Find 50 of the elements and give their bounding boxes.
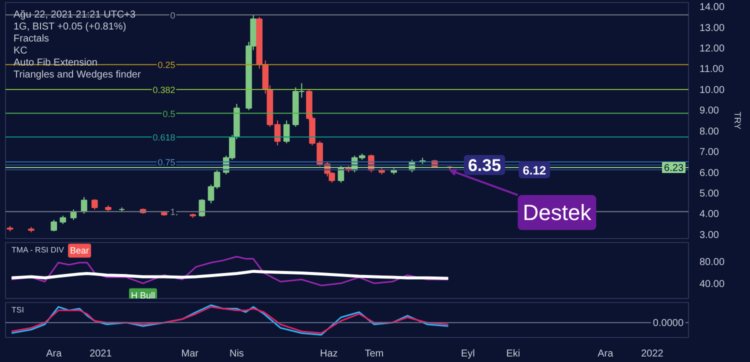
y-tick-label: 40.00 <box>700 278 725 290</box>
y-tick-label: 4.00 <box>700 209 720 220</box>
x-tick-label: Nis <box>229 348 244 360</box>
x-tick-label: Mar <box>181 348 200 360</box>
candlestick <box>198 198 206 218</box>
annotation: 0 <box>170 10 176 20</box>
y-tick-label: 13.00 <box>700 22 725 34</box>
annotation: H Bull <box>131 290 156 300</box>
x-tick-label: 2022 <box>641 348 664 360</box>
candlestick <box>283 120 290 144</box>
x-tick-label: Ara <box>46 348 62 360</box>
ref-line-label: 0.0000 <box>652 318 684 330</box>
annotation: KC <box>14 46 28 56</box>
chart-title: TSI <box>12 306 24 314</box>
x-tick-label: Eki <box>506 348 520 360</box>
annotation: Destek <box>522 200 592 226</box>
annotation: 0.75 <box>158 157 176 168</box>
annotation: 6.35 <box>468 156 502 176</box>
y-tick-label: 12.00 <box>700 44 725 55</box>
y-tick-label: 6.00 <box>700 168 720 179</box>
annotation: 0.382 <box>152 84 176 95</box>
annotation: Fractals <box>14 34 50 44</box>
y-tick-label: 3.00 <box>700 230 720 241</box>
chart-title: TMA - RSI DIV <box>12 246 65 254</box>
x-tick-label: 2021 <box>90 348 112 360</box>
annotation: 0.618 <box>152 132 176 143</box>
annotation: Bear <box>70 246 90 256</box>
candlestick <box>92 198 98 210</box>
y-tick-label: 14.00 <box>700 2 725 14</box>
ref-line-label: 6.23 <box>664 162 684 174</box>
x-tick-label: Haz <box>320 348 338 360</box>
y-tick-label: 80.00 <box>700 257 725 268</box>
y-tick-label: 8.00 <box>700 126 720 138</box>
x-tick-label: Tem <box>364 348 384 360</box>
y-tick-label: 9.00 <box>700 106 720 117</box>
annotation: 1 <box>170 207 176 218</box>
text: 1G, BIST +0.05 (+0.81%) <box>14 22 126 32</box>
candlestick <box>50 219 57 232</box>
annotation: 6.12 <box>522 163 546 178</box>
y-tick-label: 5.00 <box>700 188 720 200</box>
annotation: Triangles and Wedges finder <box>14 70 142 80</box>
line-series <box>10 270 450 280</box>
x-tick-label: Eyl <box>460 348 475 360</box>
annotation: 0.5 <box>162 108 176 119</box>
y-tick-label: 7.00 <box>700 147 720 158</box>
y-axis-title: TRY <box>732 112 743 130</box>
x-tick-label: Ara <box>598 348 614 360</box>
y-tick-label: 10.00 <box>700 84 725 96</box>
y-tick-label: 11.00 <box>700 64 724 76</box>
annotation: 0.25 <box>158 60 176 70</box>
